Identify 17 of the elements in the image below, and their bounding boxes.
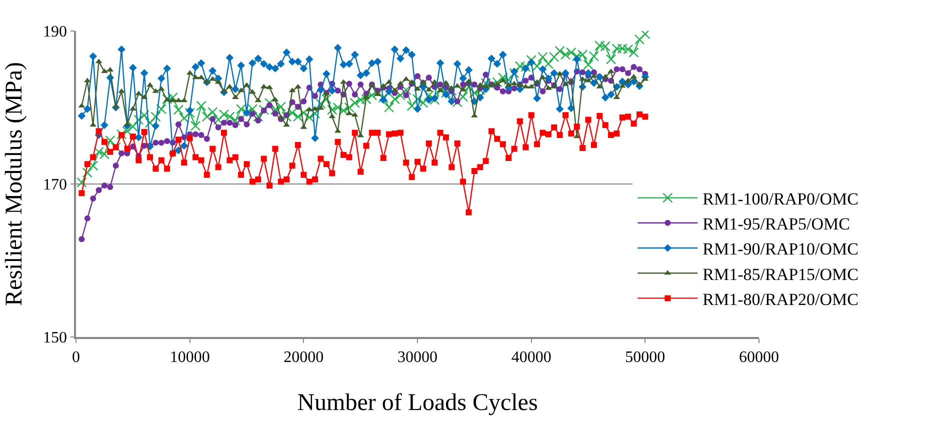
legend-label: RM1-100/RAP0/OMC	[702, 189, 859, 208]
legend-label: RM1-95/RAP5/OMC	[702, 214, 850, 234]
legend-label: RM1-90/RAP10/OMC	[702, 240, 859, 259]
y-tick-label: 170	[43, 176, 68, 194]
x-tick-label: 0	[72, 348, 80, 366]
legend-label: RM1-80/RAP20/OMC	[702, 290, 859, 309]
x-tick-label: 60000	[739, 348, 779, 366]
y-tick-label: 190	[43, 24, 68, 41]
x-tick-label: 50000	[625, 348, 666, 366]
legend-label: RM1-85/RAP15/OMC	[702, 264, 859, 284]
x-tick-label: 30000	[398, 348, 438, 366]
x-tick-label: 20000	[284, 348, 324, 366]
y-axis-title: Resilient Modulus (MPa)	[2, 62, 28, 306]
x-tick-label: 40000	[511, 348, 552, 366]
x-tick-label: 10000	[170, 348, 210, 366]
y-tick-label: 150	[43, 330, 68, 347]
x-axis-title: Number of Loads Cycles	[297, 390, 538, 416]
